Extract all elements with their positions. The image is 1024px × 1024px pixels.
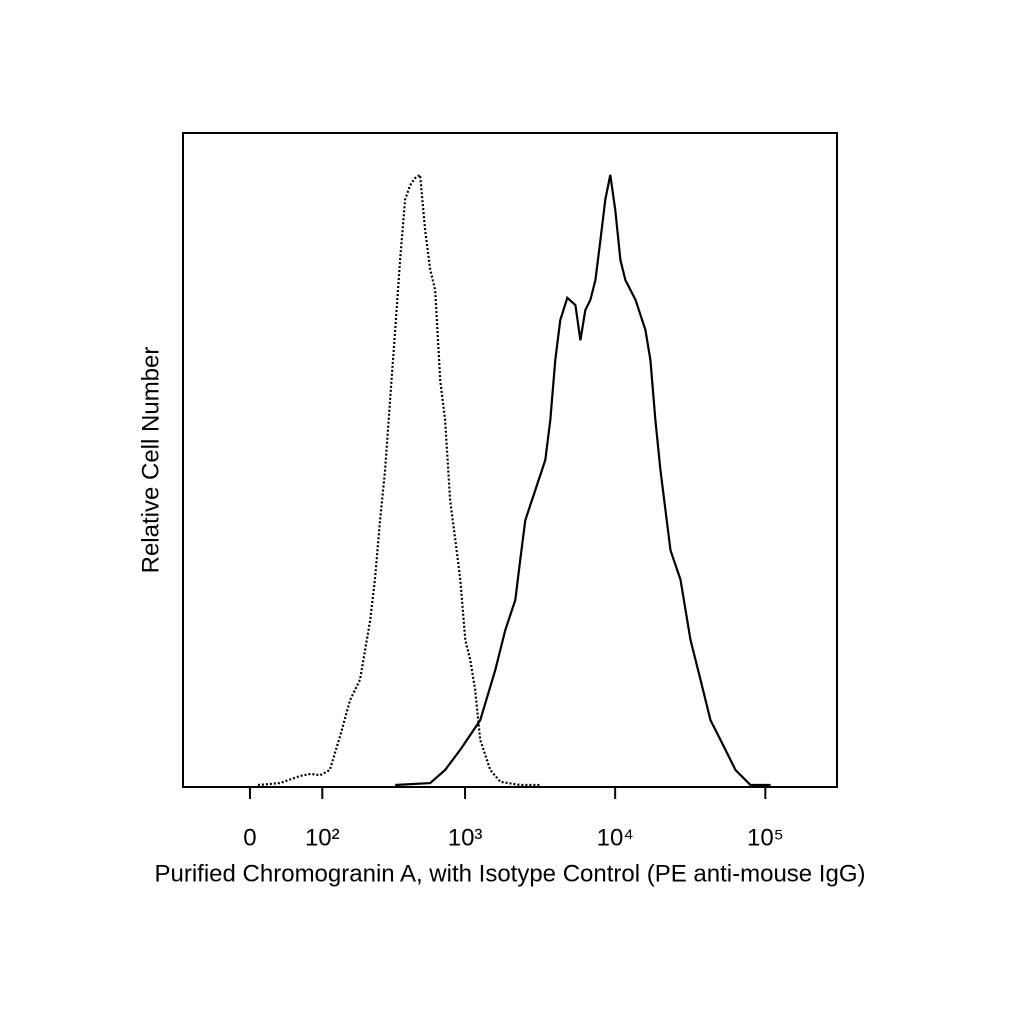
plot-frame: [182, 132, 838, 788]
x-tick-label: 0: [243, 824, 256, 851]
x-tick-label: 10⁵: [747, 824, 784, 851]
x-tick-label: 10³: [448, 824, 483, 851]
x-tick-label: 10²: [305, 824, 340, 851]
x-tick-label: 10⁴: [597, 824, 634, 851]
y-axis-title: Relative Cell Number: [137, 347, 164, 574]
histogram-line: [395, 174, 771, 787]
x-axis-title: Purified Chromogranin A, with Isotype Co…: [155, 860, 866, 887]
histogram-line: [257, 173, 541, 787]
